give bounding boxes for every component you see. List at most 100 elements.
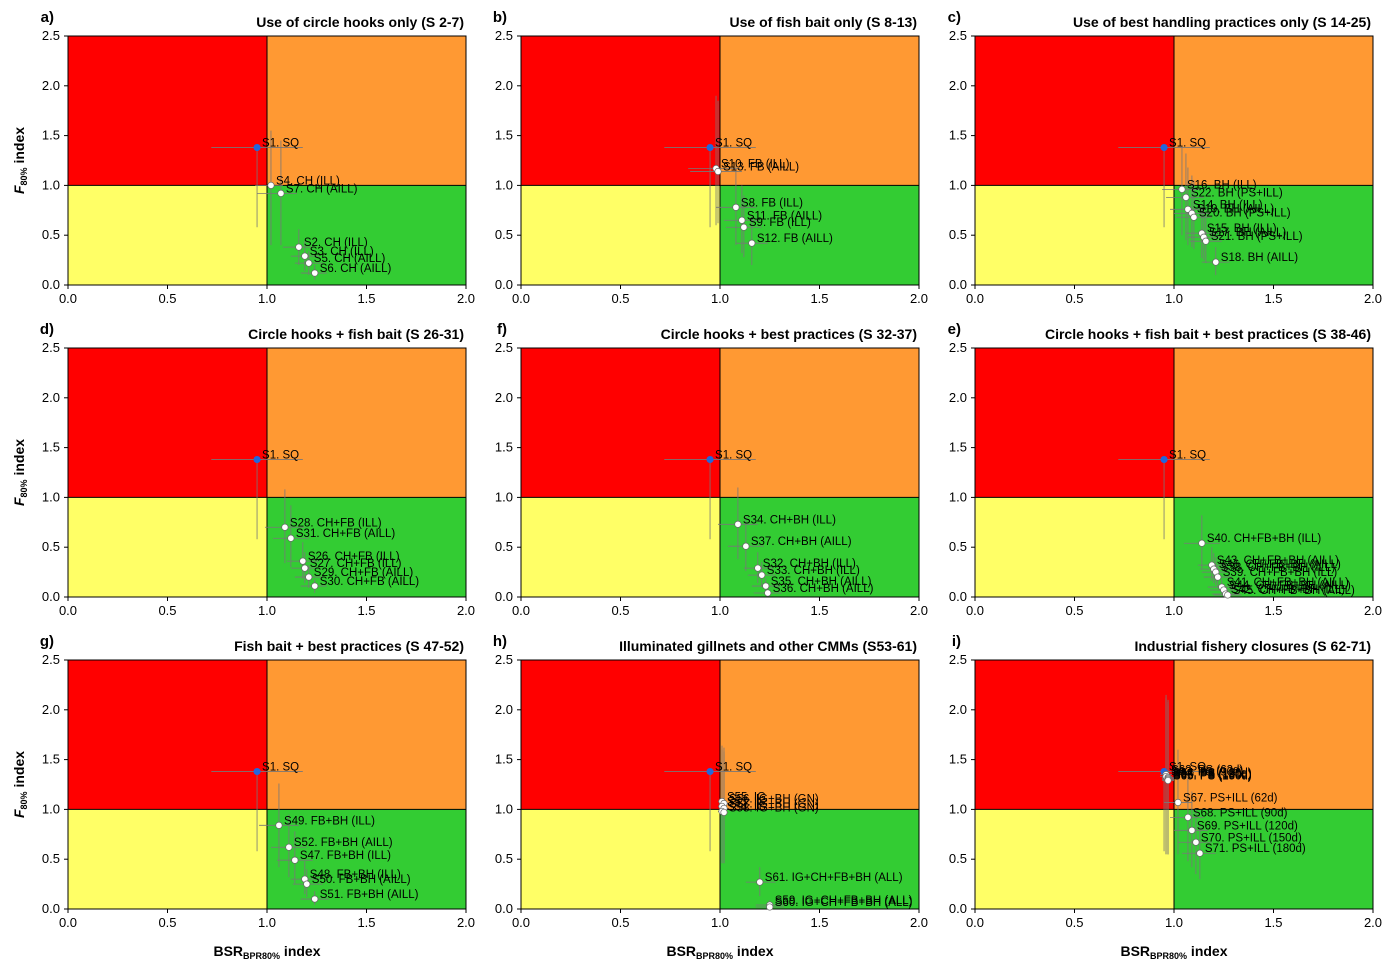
data-point [277, 189, 285, 197]
panel-4: 0.0 0.5 1.0 1.5 2.0 0.0 0.5 1.0 1.5 2.0 2.5 d) Circl… [11, 321, 475, 618]
quadrant-bottom-left [521, 497, 720, 597]
x-tick-label: 0.5 [611, 291, 629, 306]
point-label: S70. PS+ILL (150d) [1201, 832, 1302, 844]
point-label: S1. SQ [262, 138, 299, 150]
data-point [740, 223, 748, 231]
quadrant-bottom-left [975, 497, 1174, 597]
y-tick-label: 2.5 [42, 652, 60, 667]
y-tick-label: 2.5 [495, 340, 513, 355]
quadrant-top-right [720, 348, 919, 498]
data-point [301, 252, 309, 260]
y-tick-label: 2.5 [495, 652, 513, 667]
y-tick-label: 2.0 [42, 702, 60, 717]
data-point [706, 768, 714, 776]
point-label: S1. SQ [1169, 762, 1206, 774]
panel-title: Illuminated gillnets and other CMMs (S53… [619, 638, 917, 654]
point-label: S59. IG+CH+FB+BH (ALL) [775, 895, 913, 907]
data-point [742, 542, 750, 550]
x-tick-label: 2.0 [457, 291, 475, 306]
panel-title: Circle hooks + fish bait + best practice… [1045, 326, 1371, 342]
point-label: S67. PS+ILL (62d) [1183, 792, 1278, 804]
panel-1: 0.0 0.5 1.0 1.5 2.0 0.0 0.5 1.0 1.5 2.0 2.5 a) Use o… [11, 9, 475, 306]
x-axis-label: BSRBPR80% index [666, 943, 773, 961]
quadrant-top-left [975, 36, 1174, 186]
point-label: S43. CH+FB+BH (AILL) [1217, 555, 1339, 567]
y-tick-label: 0.0 [949, 277, 967, 292]
y-tick-label: 1.5 [949, 752, 967, 767]
y-tick-label: 0.5 [42, 227, 60, 242]
x-tick-label: 0.0 [59, 915, 77, 930]
data-point [287, 534, 295, 542]
y-tick-label: 0.5 [495, 227, 513, 242]
y-tick-label: 0.0 [495, 277, 513, 292]
x-tick-label: 1.5 [357, 291, 375, 306]
x-tick-label: 1.0 [711, 603, 729, 618]
point-label: S39. CH+FB+BH (ILL) [1223, 567, 1338, 579]
x-tick-label: 0.0 [512, 603, 530, 618]
y-tick-label: 1.0 [42, 177, 60, 192]
data-point [1182, 193, 1190, 201]
data-point [1160, 456, 1168, 464]
point-label: S67. PS (150d) [1173, 769, 1252, 781]
panel-6: 0.0 0.5 1.0 1.5 2.0 0.0 0.5 1.0 1.5 2.0 2.5 e) Circl… [948, 321, 1382, 618]
x-tick-label: 0.5 [1065, 291, 1083, 306]
x-tick-label: 2.0 [910, 603, 928, 618]
x-tick-label: 1.0 [711, 915, 729, 930]
x-axis-label: BSRBPR80% index [213, 943, 320, 961]
point-label: S33. CH+BH (ILL) [767, 565, 860, 577]
x-tick-label: 0.0 [966, 603, 984, 618]
data-point [253, 768, 261, 776]
data-point [1174, 798, 1182, 806]
point-label: S46. CH+FB+BH (AILL) [1219, 559, 1341, 571]
point-label: S21. BH (PS+ILL) [1211, 231, 1303, 243]
point-label: S19. BH (AILL) [1197, 203, 1275, 215]
y-tick-label: 1.0 [42, 801, 60, 816]
y-tick-label: 1.0 [949, 801, 967, 816]
point-label: S18. BH (AILL) [1221, 252, 1299, 264]
y-tick-label: 1.5 [42, 128, 60, 143]
x-tick-label: 1.0 [258, 291, 276, 306]
data-point [706, 456, 714, 464]
data-point [1190, 213, 1198, 221]
point-label: S16. BH (ILL) [1187, 179, 1257, 191]
point-label: S10. FB (ILL) [721, 158, 790, 170]
point-label: S1. SQ [715, 138, 752, 150]
panel-title: Industrial fishery closures (S 62-71) [1134, 638, 1371, 654]
data-point [299, 557, 307, 565]
panel-label: g) [40, 633, 54, 650]
point-label: S60. IG+CH+FB+BH (ALL) [775, 897, 913, 909]
point-label: S30. CH+FB (AILL) [320, 576, 420, 588]
panel-title: Circle hooks + best practices (S 32-37) [661, 326, 917, 342]
data-point [1160, 144, 1168, 152]
y-tick-label: 1.5 [495, 752, 513, 767]
x-tick-label: 1.0 [711, 291, 729, 306]
y-tick-label: 2.5 [949, 340, 967, 355]
data-point [764, 589, 772, 597]
point-label: S28. CH+FB (ILL) [290, 517, 382, 529]
x-tick-label: 0.0 [59, 603, 77, 618]
point-label: S15. BH (ILL) [1207, 223, 1277, 235]
x-tick-label: 0.0 [966, 915, 984, 930]
x-tick-label: 0.5 [611, 915, 629, 930]
data-point [734, 520, 742, 528]
point-label: S32. CH+BH (ILL) [763, 558, 856, 570]
panel-label: d) [40, 321, 54, 338]
point-label: S1. SQ [715, 450, 752, 462]
y-tick-label: 1.5 [949, 128, 967, 143]
data-point [311, 895, 319, 903]
quadrant-top-right [720, 36, 919, 186]
point-label: S2. CH (ILL) [304, 237, 368, 249]
data-point [1202, 237, 1210, 245]
panel-title: Use of circle hooks only (S 2-7) [256, 14, 464, 30]
data-point [305, 573, 313, 581]
y-tick-label: 0.0 [42, 901, 60, 916]
point-label: S48. FB+BH (ILL) [310, 869, 401, 881]
y-tick-label: 2.0 [949, 390, 967, 405]
point-label: S38. CH+FB+BH (ILL) [1221, 562, 1336, 574]
x-tick-label: 1.5 [810, 291, 828, 306]
point-label: S45. CH+FB+BH (AILL) [1233, 585, 1355, 597]
y-tick-label: 1.0 [495, 489, 513, 504]
x-tick-label: 1.5 [1264, 291, 1282, 306]
point-label: S53. IG [727, 796, 766, 808]
data-point [253, 456, 261, 464]
